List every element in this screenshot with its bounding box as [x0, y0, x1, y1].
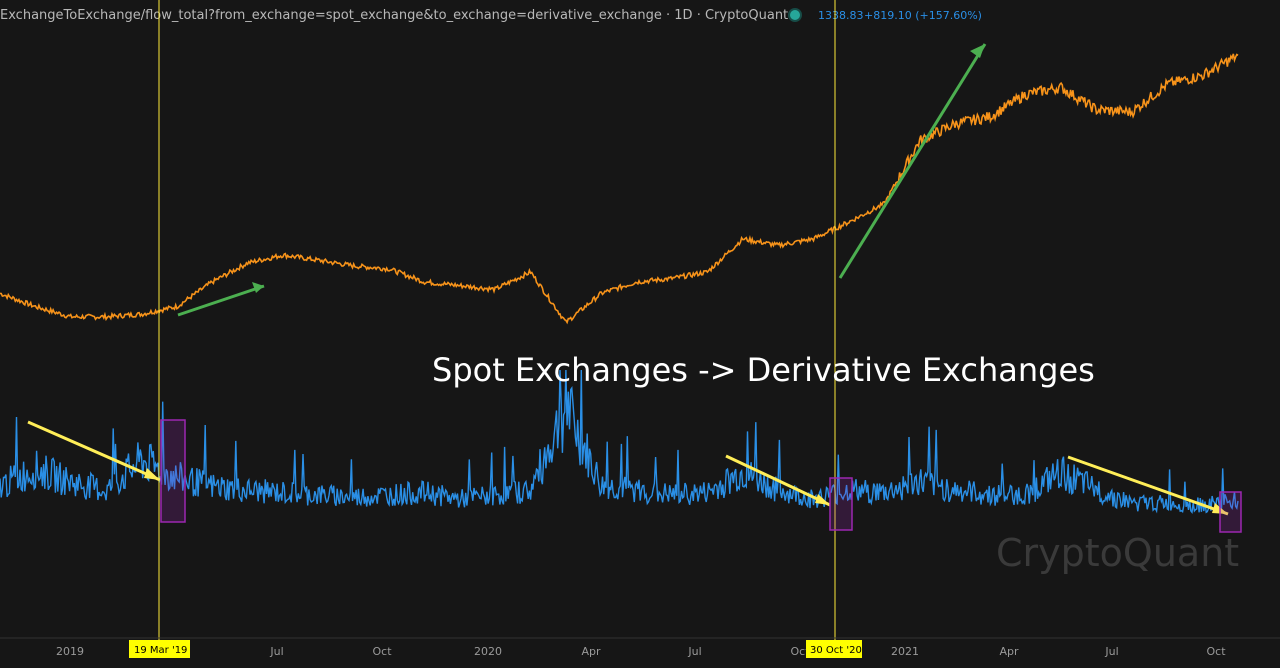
chart-header: ExchangeToExchange/flow_total?from_excha…	[0, 0, 1280, 32]
vertical-marker-label-1: 19 Mar '19	[129, 640, 190, 658]
trend-down-arrow-3	[1067, 455, 1229, 516]
x-tick-label: Jul	[269, 645, 283, 658]
x-tick-label: Oct	[1206, 645, 1226, 658]
x-axis-ticks: 2019AprJulOct2020AprJulOct2021AprJulOct	[56, 645, 1226, 658]
trend-down-arrow-2-head	[815, 494, 830, 505]
flow-series	[0, 369, 1239, 515]
highlight-box-1	[160, 419, 186, 523]
trend-down-arrow-1-head	[144, 468, 160, 480]
x-tick-label: 2020	[474, 645, 502, 658]
price-line	[0, 53, 1239, 325]
marker-label-text-1: 19 Mar '19	[134, 645, 187, 656]
trend-up-arrow-1	[177, 284, 265, 317]
x-tick-label: Apr	[999, 645, 1019, 658]
x-tick-label: Oct	[372, 645, 392, 658]
trend-up-arrow-2-head	[970, 44, 985, 58]
trend-arrows	[27, 43, 1229, 516]
x-tick-label: Oct	[790, 645, 810, 658]
price-change: +819.10 (+157.60%)	[864, 9, 982, 22]
x-tick-label: Jul	[687, 645, 701, 658]
chart-title: Spot Exchanges -> Derivative Exchanges	[432, 351, 1095, 389]
highlight-box-2	[829, 477, 853, 531]
marker-label-text-2: 30 Oct '20	[810, 645, 862, 656]
x-tick-label: Apr	[581, 645, 601, 658]
price-series	[0, 53, 1239, 325]
watermark-logo: CryptoQuant	[996, 531, 1239, 575]
trend-up-arrow-1-head	[252, 282, 264, 293]
highlight-boxes	[160, 419, 1242, 533]
trend-up-arrow-2	[838, 43, 987, 279]
highlight-box-3	[1219, 491, 1242, 533]
x-tick-label: 2019	[56, 645, 84, 658]
series-title: ExchangeToExchange/flow_total?from_excha…	[0, 8, 789, 23]
last-price: 1338.83	[818, 9, 864, 22]
flow-line	[0, 369, 1239, 515]
trend-down-arrow-2	[725, 454, 831, 507]
status-dot-icon	[790, 10, 800, 20]
x-tick-label: 2021	[891, 645, 919, 658]
trend-down-arrow-1	[27, 420, 161, 482]
vertical-marker-label-2: 30 Oct '20	[806, 640, 862, 658]
x-tick-label: Jul	[1104, 645, 1118, 658]
